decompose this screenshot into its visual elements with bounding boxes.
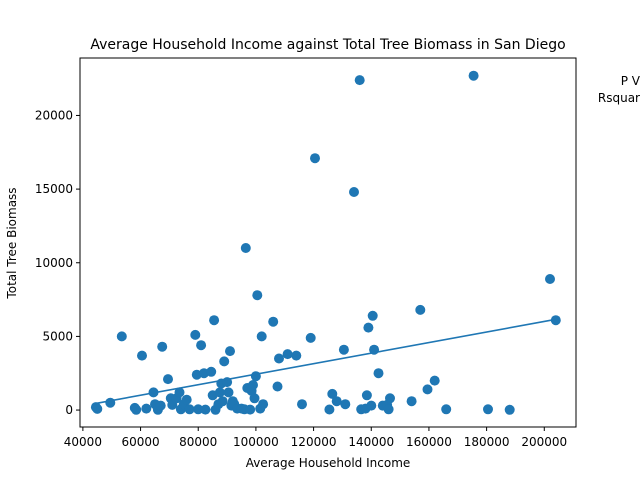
x-tick-label: 40000 bbox=[64, 435, 102, 449]
data-point-21 bbox=[184, 404, 195, 415]
data-point-53 bbox=[252, 290, 263, 301]
data-point-3 bbox=[116, 331, 127, 342]
data-point-52 bbox=[250, 371, 261, 382]
data-point-64 bbox=[310, 153, 320, 164]
data-point-62 bbox=[297, 399, 307, 410]
data-point-58 bbox=[272, 381, 283, 392]
data-point-22 bbox=[190, 329, 201, 340]
y-tick-label: 20000 bbox=[35, 108, 73, 122]
data-point-24 bbox=[193, 404, 204, 415]
data-point-38 bbox=[223, 387, 234, 398]
data-point-25 bbox=[196, 340, 207, 351]
plot-frame bbox=[79, 57, 577, 428]
data-point-55 bbox=[256, 331, 267, 342]
data-point-91 bbox=[504, 404, 515, 415]
annotation-rsquared: Rsquar bbox=[598, 91, 640, 105]
data-point-61 bbox=[291, 350, 302, 361]
data-point-60 bbox=[282, 349, 293, 360]
data-point-57 bbox=[268, 316, 279, 327]
data-point-5 bbox=[131, 404, 142, 415]
data-point-85 bbox=[415, 304, 426, 315]
data-point-27 bbox=[200, 404, 211, 415]
x-ticks: 40000 60000 80000 100000 120000 140000 160000 1… bbox=[64, 427, 567, 449]
data-point-1 bbox=[92, 403, 103, 414]
data-point-65 bbox=[324, 404, 335, 415]
data-point-70 bbox=[349, 187, 359, 197]
x-tick-label: 120000 bbox=[291, 435, 337, 449]
chart-title: Average Household Income against Total T… bbox=[90, 37, 565, 53]
data-point-33 bbox=[214, 387, 225, 398]
data-point-50 bbox=[248, 380, 258, 390]
data-point-46 bbox=[240, 243, 251, 253]
data-point-7 bbox=[141, 403, 152, 414]
data-point-63 bbox=[305, 332, 316, 343]
data-point-83 bbox=[385, 393, 395, 404]
data-point-89 bbox=[468, 70, 479, 81]
data-point-59 bbox=[274, 353, 284, 364]
data-point-71 bbox=[354, 75, 365, 86]
data-point-76 bbox=[367, 310, 378, 321]
data-point-68 bbox=[338, 344, 349, 355]
data-point-84 bbox=[406, 396, 417, 407]
annotation-p-value: P V bbox=[621, 74, 640, 88]
regression-layer bbox=[95, 318, 556, 405]
data-point-13 bbox=[163, 374, 173, 385]
data-point-12 bbox=[157, 341, 168, 352]
x-tick-label: 160000 bbox=[406, 435, 452, 449]
x-tick-label: 200000 bbox=[521, 435, 567, 449]
data-point-6 bbox=[137, 350, 147, 361]
x-tick-label: 80000 bbox=[179, 435, 217, 449]
data-point-2 bbox=[105, 397, 116, 408]
data-point-20 bbox=[181, 394, 192, 405]
data-point-69 bbox=[340, 399, 351, 410]
data-point-88 bbox=[441, 404, 452, 415]
data-point-75 bbox=[363, 322, 374, 333]
data-point-11 bbox=[155, 400, 166, 411]
x-axis-label: Average Household Income bbox=[246, 456, 411, 470]
data-point-79 bbox=[373, 368, 384, 379]
y-tick-label: 15000 bbox=[35, 182, 73, 196]
data-point-74 bbox=[361, 390, 372, 401]
regression-line bbox=[95, 318, 556, 405]
data-point-66 bbox=[327, 388, 338, 399]
y-tick-label: 5000 bbox=[42, 329, 73, 343]
data-point-86 bbox=[422, 384, 433, 395]
data-point-39 bbox=[225, 346, 235, 357]
x-tick-label: 100000 bbox=[233, 435, 279, 449]
data-point-92 bbox=[545, 274, 555, 284]
y-axis-label: Total Tree Biomass bbox=[5, 187, 19, 299]
data-point-51 bbox=[249, 393, 260, 404]
y-tick-label: 10000 bbox=[35, 256, 73, 270]
data-point-35 bbox=[217, 396, 228, 407]
data-point-67 bbox=[331, 396, 342, 407]
y-ticks: 0 5000 10000 15000 20000 bbox=[35, 108, 80, 417]
data-point-56 bbox=[258, 399, 269, 410]
data-point-17 bbox=[174, 387, 185, 398]
data-point-77 bbox=[366, 400, 377, 411]
data-point-87 bbox=[429, 375, 440, 386]
data-point-82 bbox=[383, 404, 394, 415]
data-point-93 bbox=[550, 315, 561, 326]
x-tick-label: 60000 bbox=[121, 435, 159, 449]
data-point-30 bbox=[209, 315, 220, 326]
x-tick-label: 180000 bbox=[464, 435, 510, 449]
points-layer bbox=[90, 70, 561, 415]
x-tick-label: 140000 bbox=[348, 435, 394, 449]
data-point-48 bbox=[245, 404, 256, 415]
y-tick-label: 0 bbox=[65, 403, 73, 417]
data-point-36 bbox=[219, 356, 230, 367]
data-point-28 bbox=[206, 366, 217, 377]
data-point-90 bbox=[483, 404, 493, 415]
